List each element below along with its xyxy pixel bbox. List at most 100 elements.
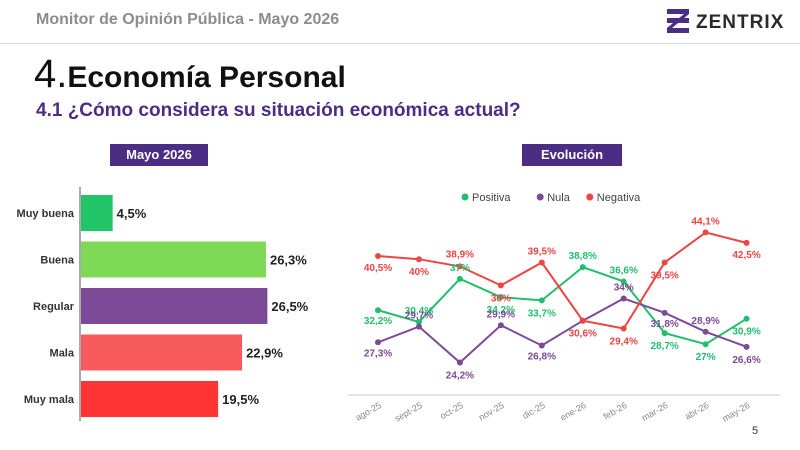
legend-marker — [586, 193, 594, 201]
section-number: 4. — [34, 52, 68, 96]
data-label: 39,5% — [650, 271, 678, 282]
bar — [81, 334, 243, 371]
brand-name: ZENTRIX — [696, 12, 785, 33]
data-label: 34% — [614, 282, 634, 293]
data-point — [375, 252, 381, 259]
data-point — [743, 239, 750, 246]
bar-value-label: 19,5% — [222, 392, 259, 407]
x-tick-label: sept-25 — [393, 400, 424, 424]
section-heading: 4.Economía Personal — [34, 52, 346, 97]
bar-category-label: Muy buena — [17, 208, 75, 220]
data-label: 30,4% — [405, 306, 433, 317]
data-point — [415, 323, 422, 330]
x-tick-label: mar-26 — [640, 400, 670, 423]
data-point — [620, 325, 627, 332]
data-label: 27,3% — [364, 348, 392, 359]
data-label: 26,8% — [528, 352, 556, 363]
bar — [81, 195, 113, 231]
data-label: 32,2% — [364, 316, 392, 327]
bar-chart: Muy buena 4,5% Buena 26,3% Regular 26,5% Mala 2… — [17, 187, 309, 421]
data-point — [456, 263, 463, 270]
x-tick-label: abr-26 — [683, 400, 711, 422]
series-line-nula — [377, 297, 747, 364]
data-label: 40,5% — [364, 263, 392, 274]
bar-category-label: Regular — [33, 301, 75, 313]
data-point — [538, 342, 545, 349]
data-label: 29,4% — [610, 337, 638, 348]
bar-category-label: Muy mala — [24, 394, 75, 406]
x-tick-label: oct-25 — [438, 400, 465, 421]
bar-category-label: Buena — [40, 255, 75, 267]
data-label: 39,5% — [528, 247, 556, 258]
series-line-negativa — [377, 231, 747, 330]
line-chart-title-pill: Evolución — [522, 144, 622, 166]
data-label: 38,9% — [446, 249, 474, 260]
data-label: 26,6% — [732, 355, 760, 366]
data-label: 44,1% — [691, 216, 719, 227]
x-tick-label: ene-26 — [558, 400, 587, 423]
bar-value-label: 26,3% — [270, 253, 307, 268]
data-point — [415, 256, 422, 263]
data-point — [538, 297, 545, 304]
data-label: 38,8% — [569, 251, 597, 262]
data-label: 28,7% — [650, 341, 678, 352]
data-label: 24,2% — [446, 371, 474, 382]
data-label: 36,6% — [610, 265, 638, 276]
data-label: 33,7% — [528, 308, 556, 319]
legend-label: Nula — [547, 192, 571, 204]
bar-chart-title-pill: Mayo 2026 — [110, 144, 208, 166]
data-label: 42,5% — [732, 250, 760, 261]
data-label: 31,8% — [650, 319, 678, 330]
series-line-positiva — [377, 265, 748, 346]
bar-value-label: 22,9% — [246, 346, 283, 361]
data-label: 29,7% — [405, 311, 433, 322]
bar-value-label: 4,5% — [117, 206, 147, 221]
data-label: 27% — [696, 352, 716, 363]
data-point — [743, 315, 750, 322]
legend-label: Negativa — [597, 192, 641, 204]
data-point — [497, 282, 504, 289]
data-label: 37% — [450, 263, 470, 274]
data-point — [538, 259, 545, 266]
data-point — [620, 295, 627, 302]
data-label: 40% — [409, 267, 429, 278]
bar — [81, 288, 268, 324]
x-tick-label: nov-25 — [477, 400, 506, 422]
x-tick-label: feb-26 — [602, 400, 629, 421]
page-number: 5 — [752, 425, 759, 437]
data-label: 30,6% — [569, 329, 597, 340]
data-point — [497, 294, 504, 301]
bar-value-label: 26,5% — [271, 299, 308, 314]
legend-marker — [461, 193, 469, 201]
data-label: 29,9% — [487, 309, 515, 320]
data-point — [661, 309, 668, 316]
data-point — [456, 359, 463, 366]
zentrix-logo-icon — [667, 9, 689, 33]
data-point — [661, 330, 668, 337]
top-bar: Monitor de Opinión Pública - Mayo 2026 Z… — [0, 0, 800, 44]
data-label: 34,2% — [487, 305, 515, 316]
data-label: 36% — [491, 293, 511, 304]
data-point — [375, 307, 381, 314]
x-tick-label: dic-25 — [521, 400, 547, 421]
data-point — [620, 278, 627, 285]
report-title: Monitor de Opinión Pública - Mayo 2026 — [36, 11, 340, 28]
line-chart: Positiva Nula Negativa ago-25 sept-25 oct-25 n… — [348, 192, 780, 424]
brand-logo: ZENTRIX — [664, 6, 794, 38]
bar-category-label: Mala — [50, 348, 75, 360]
question-text: 4.1 ¿Cómo considera su situación económi… — [36, 100, 521, 121]
data-point — [702, 341, 709, 348]
data-point — [743, 343, 750, 350]
data-point — [497, 322, 504, 329]
data-point — [661, 259, 668, 266]
data-point — [702, 229, 709, 236]
data-point — [415, 319, 422, 325]
data-point — [702, 328, 709, 335]
legend-marker — [536, 193, 544, 201]
bar — [81, 241, 266, 278]
data-point — [579, 264, 586, 271]
bar — [81, 381, 219, 417]
x-tick-label: ago-25 — [354, 400, 383, 423]
section-title-text: Economía Personal — [67, 61, 346, 94]
legend-label: Positiva — [472, 192, 511, 204]
